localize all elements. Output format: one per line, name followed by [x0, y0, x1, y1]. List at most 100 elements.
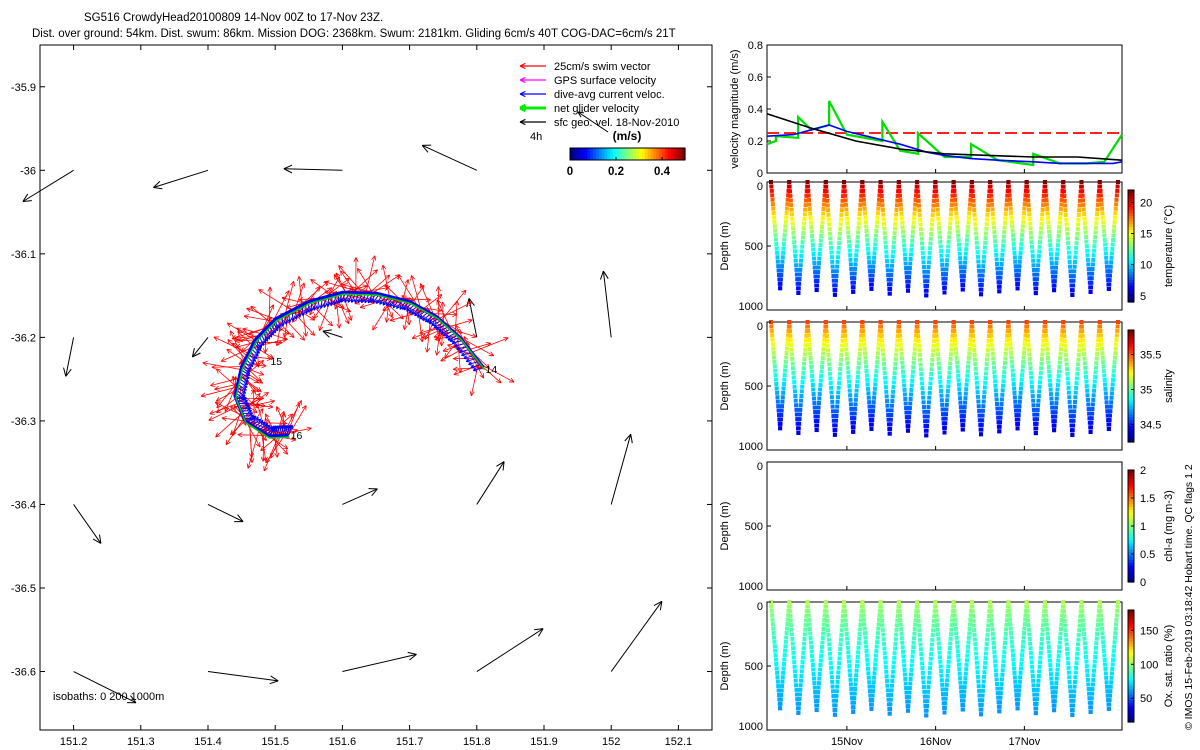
arrow-head [447, 344, 452, 349]
profile-point [947, 226, 952, 231]
arrow-shaft [451, 339, 463, 344]
arrow-head [251, 452, 255, 458]
profile-point [831, 269, 836, 274]
profile-point [1101, 649, 1106, 654]
y-tick-label: 0.6 [748, 72, 763, 84]
profile-point [958, 685, 963, 690]
profile-point [1089, 276, 1094, 281]
profile-point [847, 384, 852, 389]
profile-point [792, 240, 797, 245]
profile-point [967, 351, 972, 356]
profile-point [931, 623, 936, 628]
profile-point [1057, 220, 1062, 225]
arrow-head [384, 317, 387, 323]
profile-point [838, 366, 843, 371]
profile-point [1009, 355, 1014, 360]
colorbar-swatch [1128, 537, 1134, 541]
profile-point [919, 236, 924, 241]
colorbar-swatch [682, 148, 686, 160]
swim-vector-arrow [372, 274, 401, 294]
profile-point [1099, 622, 1104, 627]
arrow-shaft [250, 305, 272, 324]
arrow-head [318, 325, 320, 331]
profile-point [1050, 694, 1055, 699]
profile-point [1017, 399, 1022, 404]
arrow-head [341, 299, 345, 303]
profile-point [1043, 324, 1048, 329]
arrow-head [243, 389, 247, 394]
arrow-head [256, 390, 262, 392]
profile-point [990, 207, 995, 212]
arrow-head [244, 401, 249, 404]
profile-point [1103, 671, 1108, 676]
profile-point [1028, 230, 1033, 235]
profile-point [792, 669, 797, 674]
arrow-head [284, 290, 290, 294]
arrow-head [389, 320, 395, 322]
arrow-head [257, 398, 262, 403]
profile-point [987, 194, 992, 199]
profile-point [947, 655, 952, 660]
arrow-head [285, 449, 289, 455]
profile-point [1068, 264, 1073, 269]
profile-point [1045, 216, 1050, 221]
arrow-shaft [230, 420, 246, 435]
current-vector-arrow [445, 332, 456, 339]
profile-point [1002, 370, 1007, 375]
profile-point [791, 226, 796, 231]
profile-point [1058, 356, 1063, 361]
profile-point [831, 689, 836, 694]
profile-point [1071, 698, 1076, 703]
profile-point [1091, 253, 1096, 258]
swim-vector-arrow [431, 311, 458, 317]
profile-point [976, 684, 981, 689]
profile-point [974, 651, 979, 656]
profile-point [890, 679, 895, 684]
profile-point [863, 355, 868, 360]
profile-point [990, 351, 995, 356]
profile-point [971, 618, 976, 623]
profile-point [1074, 245, 1079, 250]
colorbar-swatch [572, 148, 577, 160]
profile-point [1021, 359, 1026, 364]
profile-point [812, 681, 817, 686]
y-tick-label: 500 [745, 381, 763, 393]
profile-point [1017, 684, 1022, 689]
colorbar-swatch [1128, 484, 1134, 488]
y-tick-label: -36.2 [11, 332, 36, 344]
profile-point [1052, 279, 1057, 284]
arrow-head [221, 417, 227, 422]
profile-point [812, 405, 817, 410]
profile-point [782, 237, 787, 242]
profile-point [806, 189, 811, 194]
profile-point [912, 636, 917, 641]
profile-point [980, 408, 985, 413]
profile-point [967, 622, 972, 627]
profile-point [939, 673, 944, 678]
profile-point [813, 414, 818, 419]
profile-point [1111, 657, 1116, 662]
colorbar-swatch [1128, 360, 1134, 365]
arrow-head [200, 395, 206, 398]
arrow-shaft [454, 342, 465, 347]
swim-vector-arrow [440, 301, 446, 323]
arrow-head [302, 335, 306, 341]
arrow-head [440, 356, 444, 362]
legend-arrow [519, 104, 546, 112]
profile-point [904, 690, 909, 695]
profile-point [894, 212, 899, 217]
arrow-head [436, 350, 440, 356]
profile-point [973, 646, 978, 651]
profile-point [1071, 694, 1076, 699]
profile-point [982, 245, 987, 250]
profile-point [983, 651, 988, 656]
profile-point [860, 600, 865, 604]
profile-point [1013, 264, 1018, 269]
profile-point [1075, 647, 1080, 652]
profile-point [1019, 242, 1024, 247]
profile-point [946, 664, 951, 669]
y-tick-label: -36.5 [11, 583, 36, 595]
colorbar-swatch [1128, 713, 1134, 717]
profile-point [1114, 197, 1119, 202]
arrow-head [329, 287, 333, 293]
